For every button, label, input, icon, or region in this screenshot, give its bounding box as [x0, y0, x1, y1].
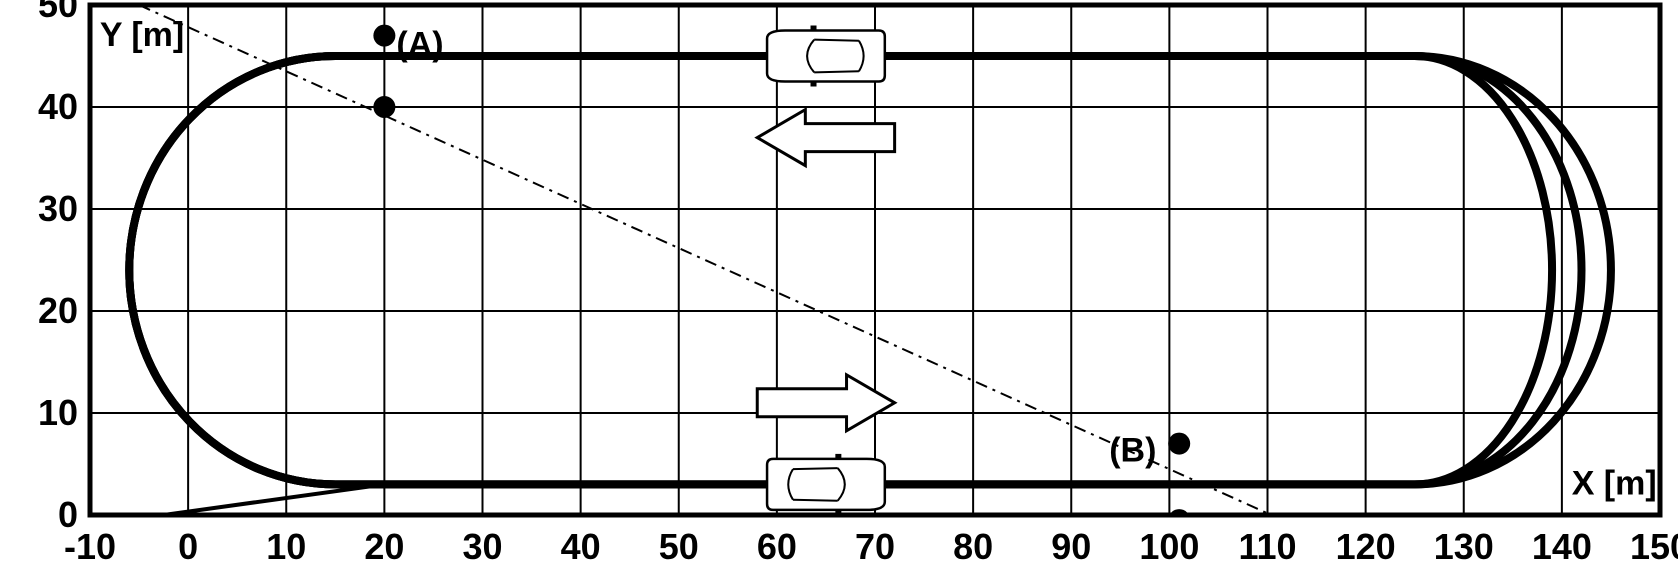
y-tick-label: 0 — [58, 494, 78, 535]
y-tick-label: 30 — [38, 188, 78, 229]
x-axis-label: X [m] — [1572, 465, 1657, 503]
x-tick-label: 80 — [953, 526, 993, 567]
point-A-upper-dot — [373, 25, 395, 47]
point-A-label: (A) — [396, 26, 443, 64]
y-tick-label: 10 — [38, 392, 78, 433]
x-tick-label: 60 — [757, 526, 797, 567]
y-tick-label: 50 — [38, 0, 78, 25]
car-bottom — [767, 454, 885, 515]
y-tick-label: 40 — [38, 86, 78, 127]
x-tick-label: 110 — [1238, 526, 1296, 567]
x-tick-label: 100 — [1139, 526, 1199, 567]
x-tick-label: 90 — [1051, 526, 1091, 567]
x-tick-label: 20 — [364, 526, 404, 567]
point-A-lower-dot — [373, 96, 395, 118]
x-tick-label: 40 — [561, 526, 601, 567]
x-tick-label: 130 — [1434, 526, 1494, 567]
x-tick-label: 150 — [1630, 526, 1678, 567]
x-tick-label: 70 — [855, 526, 895, 567]
x-tick-label: 120 — [1336, 526, 1396, 567]
car-top — [767, 26, 885, 87]
x-tick-label: 0 — [178, 526, 198, 567]
x-tick-label: 30 — [462, 526, 502, 567]
x-tick-label: 140 — [1532, 526, 1592, 567]
point-B-upper-dot — [1168, 433, 1190, 455]
point-B-label: (B) — [1109, 432, 1156, 470]
x-tick-label: 10 — [266, 526, 306, 567]
x-tick-label: 50 — [659, 526, 699, 567]
y-axis-label: Y [m] — [100, 16, 184, 54]
y-tick-label: 20 — [38, 290, 78, 331]
